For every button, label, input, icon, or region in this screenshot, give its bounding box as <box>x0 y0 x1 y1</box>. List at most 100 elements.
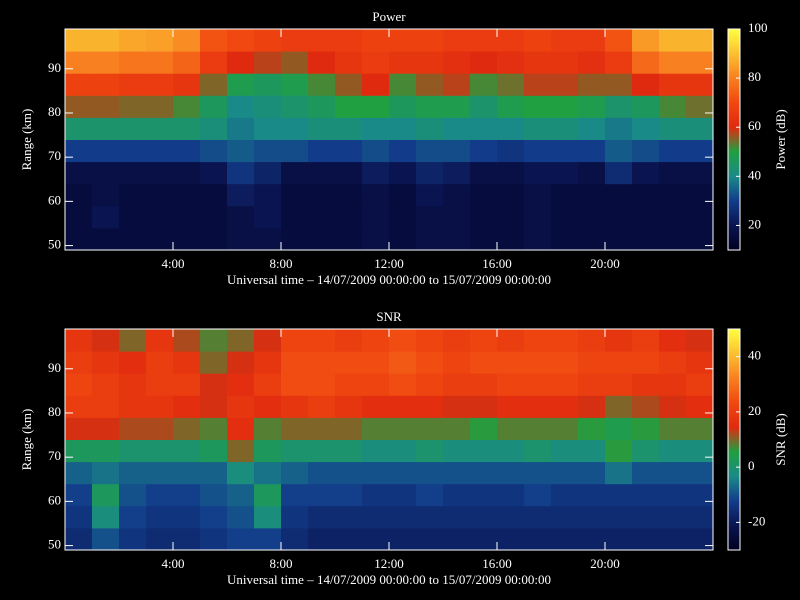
heatmap-cell <box>524 29 552 52</box>
heatmap-cell <box>254 161 282 185</box>
heatmap-cell <box>686 351 714 374</box>
heatmap-cell <box>524 527 552 551</box>
heatmap-cell <box>335 395 363 418</box>
heatmap-cell <box>335 439 363 463</box>
heatmap-cell <box>362 227 390 251</box>
colorbar <box>727 28 741 251</box>
heatmap-cell <box>524 373 552 396</box>
heatmap-cell <box>146 139 174 163</box>
heatmap-cell <box>362 395 390 418</box>
heatmap-cell <box>227 73 255 96</box>
heatmap-cell <box>119 161 147 185</box>
heatmap-cell <box>524 73 552 96</box>
heatmap-cell <box>632 527 660 551</box>
heatmap-cell <box>497 461 525 485</box>
heatmap-cell <box>119 461 147 485</box>
heatmap-cell <box>308 139 336 163</box>
x-axis-label: Universal time – 14/07/2009 00:00:00 to … <box>227 272 551 287</box>
heatmap-cell <box>92 373 120 396</box>
heatmap-cell <box>173 417 201 440</box>
heatmap-cell <box>632 461 660 485</box>
heatmap-cell <box>362 351 390 374</box>
heatmap-cell <box>578 139 606 163</box>
heatmap-cell <box>146 351 174 374</box>
heatmap-cell <box>416 417 444 440</box>
heatmap-cell <box>470 95 498 118</box>
heatmap-cell <box>362 139 390 163</box>
heatmap-cell <box>254 95 282 118</box>
heatmap-cell <box>254 51 282 74</box>
heatmap-cell <box>65 527 93 551</box>
heatmap-cell <box>146 527 174 551</box>
heatmap-cell <box>119 205 147 229</box>
heatmap-cell <box>65 161 93 185</box>
heatmap-cell <box>92 51 120 74</box>
heatmap-cell <box>200 373 228 396</box>
x-tick-label: 20:00 <box>590 256 620 271</box>
heatmap-cell <box>227 329 255 352</box>
heatmap-cell <box>65 139 93 163</box>
heatmap-cell <box>362 483 390 507</box>
colorbar-tick-label: 40 <box>748 167 761 182</box>
heatmap-cell <box>227 29 255 52</box>
heatmap-cell <box>335 483 363 507</box>
heatmap-cell <box>92 505 120 529</box>
heatmap-cell <box>335 29 363 52</box>
heatmap-cell <box>659 227 687 251</box>
heatmap-cell <box>335 117 363 140</box>
heatmap-cell <box>551 461 579 485</box>
heatmap-cell <box>146 439 174 463</box>
heatmap-cell <box>551 205 579 229</box>
heatmap-cell <box>443 527 471 551</box>
heatmap-cell <box>173 183 201 207</box>
heatmap-cell <box>470 117 498 140</box>
heatmap-cell <box>254 183 282 207</box>
heatmap-cell <box>308 373 336 396</box>
heatmap-cell <box>389 439 417 463</box>
y-axis-label: Range (km) <box>19 109 34 171</box>
heatmap-cell <box>200 51 228 74</box>
heatmap-cell <box>200 329 228 352</box>
heatmap-cell <box>686 73 714 96</box>
heatmap-cell <box>659 439 687 463</box>
heatmap-cell <box>389 227 417 251</box>
heatmap-cell <box>470 505 498 529</box>
heatmap-cell <box>308 505 336 529</box>
colorbar-tick-label: 20 <box>748 403 761 418</box>
heatmap-cell <box>497 73 525 96</box>
heatmap-cell <box>308 205 336 229</box>
heatmap-cell <box>335 527 363 551</box>
heatmap-cell <box>524 183 552 207</box>
heatmap-cell <box>497 161 525 185</box>
heatmap-cell <box>470 139 498 163</box>
heatmap-cell <box>686 373 714 396</box>
heatmap-cell <box>146 505 174 529</box>
heatmap-cell <box>389 139 417 163</box>
heatmap-cell <box>200 95 228 118</box>
heatmap-cell <box>497 183 525 207</box>
heatmap-cell <box>686 161 714 185</box>
heatmap-cell <box>551 439 579 463</box>
heatmap-cell <box>227 183 255 207</box>
heatmap-cell <box>65 95 93 118</box>
heatmap-cell <box>497 139 525 163</box>
heatmap-cell <box>551 29 579 52</box>
heatmap-cell <box>443 373 471 396</box>
heatmap-cell <box>605 483 633 507</box>
heatmap-cell <box>173 117 201 140</box>
heatmap-cell <box>497 417 525 440</box>
heatmap-cell <box>92 351 120 374</box>
heatmap-cell <box>335 505 363 529</box>
heatmap-cell <box>173 161 201 185</box>
heatmap-cell <box>200 139 228 163</box>
heatmap-cell <box>308 329 336 352</box>
heatmap-cell <box>524 395 552 418</box>
heatmap-cell <box>92 395 120 418</box>
heatmap-cell <box>686 505 714 529</box>
heatmap-cell <box>443 439 471 463</box>
y-tick-label: 80 <box>48 404 61 419</box>
heatmap-cell <box>281 395 309 418</box>
heatmap-cell <box>605 417 633 440</box>
heatmap-cell <box>632 139 660 163</box>
heatmap-cell <box>173 139 201 163</box>
